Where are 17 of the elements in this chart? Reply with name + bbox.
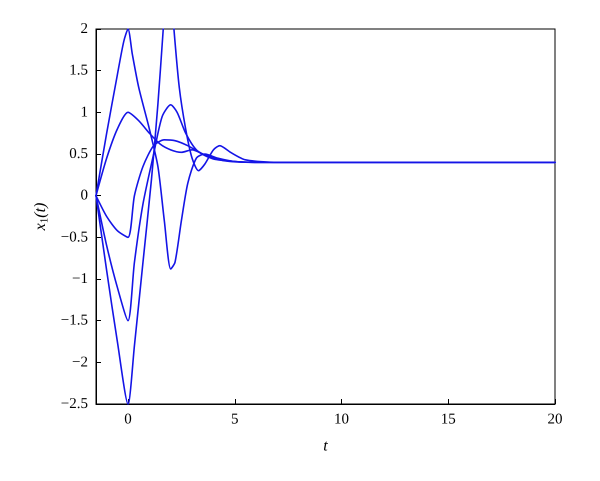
x-tick-label: 0: [124, 412, 132, 428]
x-tick-label: 5: [231, 412, 239, 428]
x-tick-label: 10: [334, 412, 350, 428]
y-tick-label: 1.5: [69, 62, 88, 79]
y-tick-label: −0.5: [60, 229, 88, 246]
y-tick-label: −2.5: [60, 396, 88, 412]
x-tick-label: 20: [548, 412, 562, 428]
y-tick-label: −1: [72, 271, 88, 287]
y-tick-label: 1: [80, 104, 88, 120]
y-tick-label: −2: [72, 354, 88, 370]
y-axis-title: x1(t): [32, 202, 50, 232]
y-tick-label: −1.5: [60, 312, 88, 329]
x-tick-label: 15: [440, 412, 456, 428]
y-tick-label: 0.5: [69, 146, 88, 162]
y-tick-label: 2: [80, 21, 88, 37]
x-axis-title: t: [323, 438, 328, 454]
y-tick-label: 0: [80, 188, 88, 204]
